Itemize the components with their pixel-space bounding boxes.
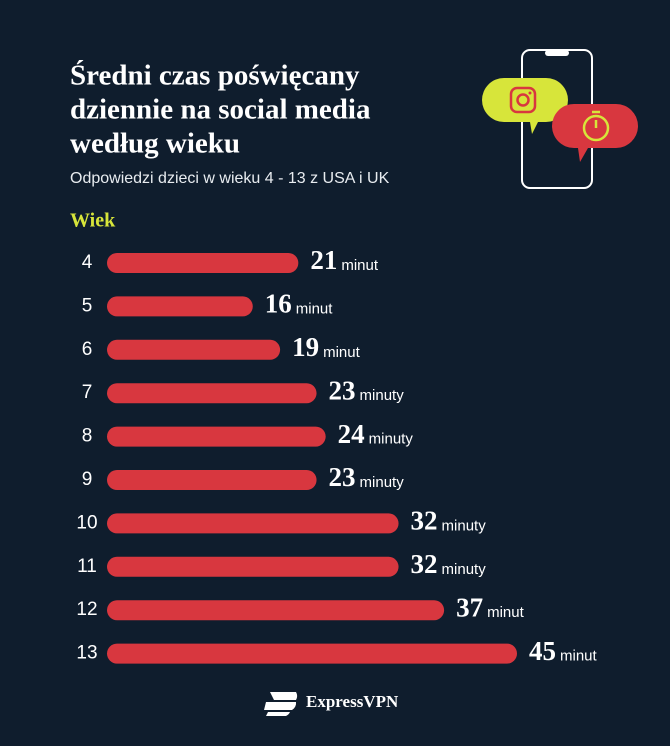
chart-title: dziennie na social media [70, 94, 371, 126]
value-label: 16 [265, 289, 292, 319]
bar [107, 426, 326, 447]
value-label: 23 [329, 462, 356, 492]
y-tick-label: 12 [76, 599, 97, 620]
unit-label: minut [487, 604, 525, 621]
y-tick-label: 11 [77, 556, 97, 577]
unit-label: minut [296, 300, 334, 317]
bar [107, 470, 317, 490]
y-tick-label: 7 [82, 382, 93, 403]
y-tick-label: 6 [82, 339, 93, 360]
unit-label: minut [560, 648, 598, 665]
unit-label: minut [323, 344, 361, 361]
value-label: 19 [292, 332, 319, 362]
unit-label: minut [341, 257, 379, 274]
bar [107, 253, 299, 273]
value-label: 23 [329, 375, 356, 405]
phone-illustration [482, 49, 638, 189]
y-tick-label: 9 [82, 469, 93, 490]
y-tick-label: 5 [82, 295, 93, 316]
unit-label: minuty [369, 431, 414, 448]
bar [107, 643, 517, 664]
bar [107, 339, 281, 360]
logo-icon [264, 692, 298, 716]
chart-title: Średni czas poświęcany [70, 59, 360, 92]
axis-label: Wiek [70, 210, 116, 232]
bar [107, 296, 253, 317]
bar [107, 513, 399, 534]
y-tick-label: 4 [82, 252, 93, 273]
value-label: 32 [411, 506, 438, 536]
value-label: 21 [310, 245, 337, 275]
value-label: 32 [411, 549, 438, 579]
value-label: 24 [338, 419, 365, 449]
chart-title: według wieku [70, 128, 240, 160]
value-label: 37 [456, 592, 483, 622]
logo-text: ExpressVPN [306, 692, 399, 711]
bar [107, 556, 399, 577]
unit-label: minuty [360, 387, 405, 404]
unit-label: minuty [442, 561, 487, 578]
y-tick-label: 13 [76, 643, 97, 664]
bar [107, 600, 445, 621]
value-label: 45 [529, 636, 556, 666]
y-tick-label: 8 [82, 426, 93, 447]
subtitle: Odpowiedzi dzieci w wieku 4 - 13 z USA i… [70, 170, 390, 187]
y-tick-label: 10 [76, 512, 97, 533]
bar [107, 383, 317, 404]
unit-label: minuty [442, 517, 487, 534]
unit-label: minuty [360, 474, 405, 491]
